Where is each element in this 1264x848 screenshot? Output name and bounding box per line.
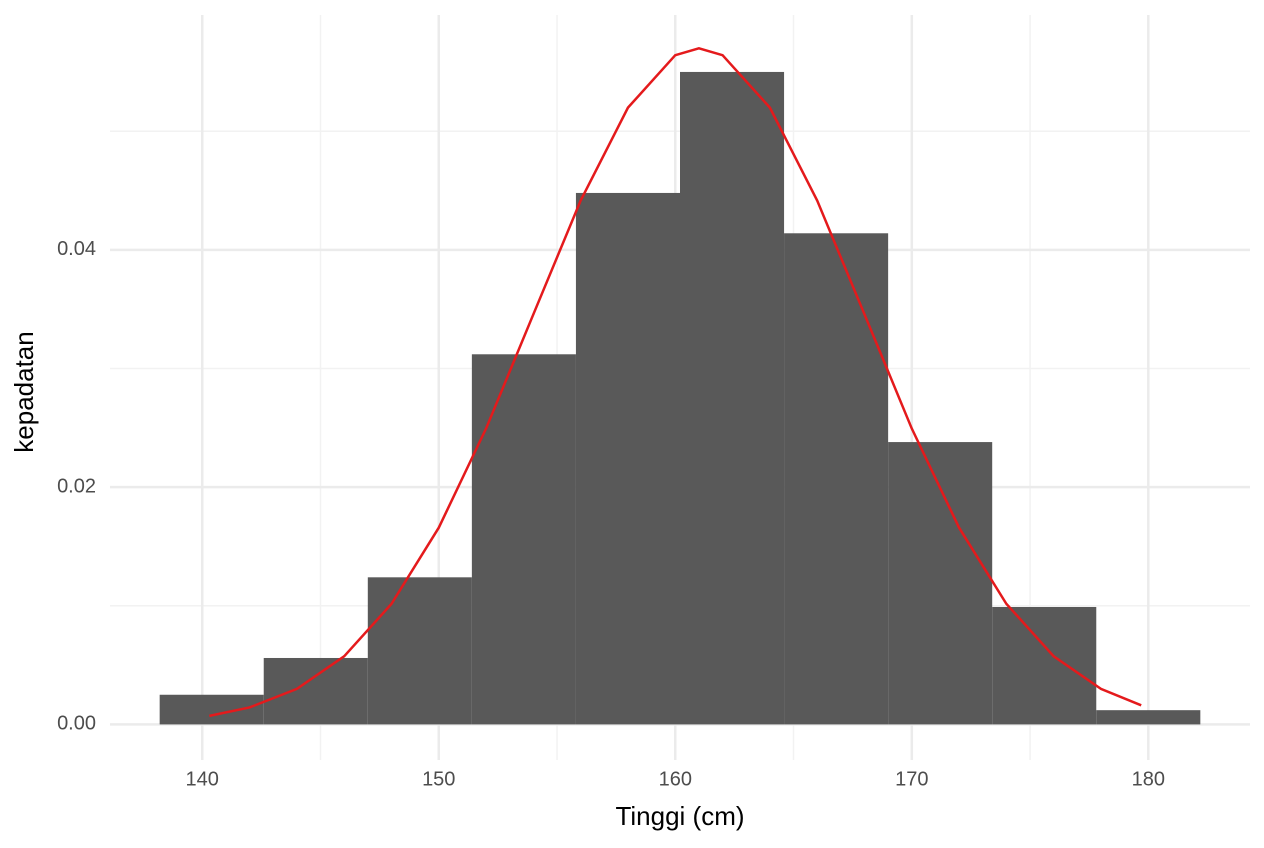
y-axis-title: kepadatan [9, 331, 39, 452]
bar [888, 442, 993, 725]
bar [992, 606, 1097, 725]
bar [367, 577, 472, 725]
x-tick-label: 170 [895, 768, 928, 790]
y-tick-label: 0.02 [57, 475, 96, 497]
bar [575, 192, 680, 725]
x-tick-label: 150 [422, 768, 455, 790]
bar [784, 233, 889, 725]
x-tick-label: 180 [1132, 768, 1165, 790]
y-tick-label: 0.00 [57, 713, 96, 735]
bar [263, 657, 368, 725]
bar [471, 354, 576, 725]
bar [159, 694, 264, 725]
y-tick-label: 0.04 [57, 238, 96, 260]
x-axis-title: Tinggi (cm) [615, 801, 744, 831]
bar [680, 71, 785, 725]
x-tick-label: 160 [659, 768, 692, 790]
bar [1096, 710, 1201, 725]
density-curve [209, 47, 1142, 718]
x-tick-label: 140 [186, 768, 219, 790]
